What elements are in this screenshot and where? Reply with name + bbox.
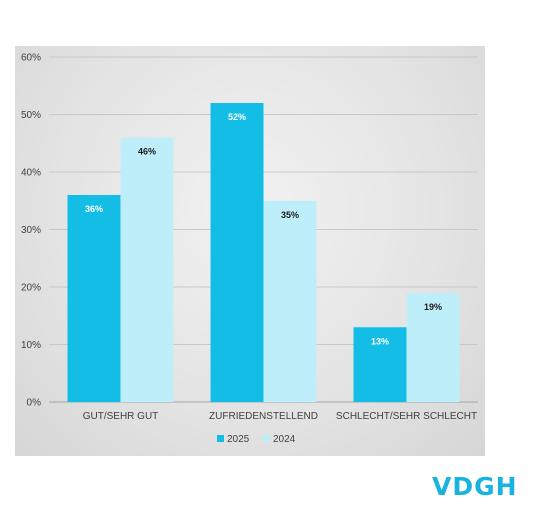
data-label: 13%	[371, 336, 389, 346]
data-label: 36%	[85, 204, 103, 214]
legend-label: 2025	[227, 434, 250, 445]
bar	[263, 200, 317, 402]
bar	[353, 327, 407, 402]
x-axis-categories: GUT/SEHR GUT ZUFRIEDENSTELLEND SCHLECHT/SE…	[83, 411, 477, 422]
y-tick-label: 30%	[21, 225, 41, 236]
legend-label: 2024	[273, 434, 296, 445]
y-tick-label: 0%	[27, 398, 42, 409]
bars: 36% 46% 52% 35% 13% 19%	[67, 103, 460, 402]
y-tick-label: 10%	[21, 340, 41, 351]
bar	[67, 195, 121, 402]
legend: 2025 2024	[217, 434, 296, 445]
category-label: ZUFRIEDENSTELLEND	[209, 411, 318, 422]
y-tick-label: 50%	[21, 110, 41, 121]
y-tick-label: 40%	[21, 168, 41, 179]
y-tick-label: 60%	[21, 53, 41, 64]
data-label: 35%	[281, 210, 299, 220]
legend-swatch	[217, 435, 224, 442]
bar	[120, 137, 174, 402]
category-label: GUT/SEHR GUT	[83, 411, 159, 422]
category-label: SCHLECHT/SEHR SCHLECHT	[336, 411, 477, 422]
data-label: 52%	[228, 112, 246, 122]
data-label: 19%	[424, 302, 442, 312]
y-axis-ticks: 0% 10% 20% 30% 40% 50% 60%	[21, 53, 41, 409]
data-label: 46%	[138, 147, 156, 157]
legend-swatch	[263, 435, 270, 442]
y-tick-label: 20%	[21, 283, 41, 294]
bar	[406, 292, 460, 402]
vdgh-logo: VDGH	[432, 471, 518, 501]
bar	[210, 103, 264, 402]
